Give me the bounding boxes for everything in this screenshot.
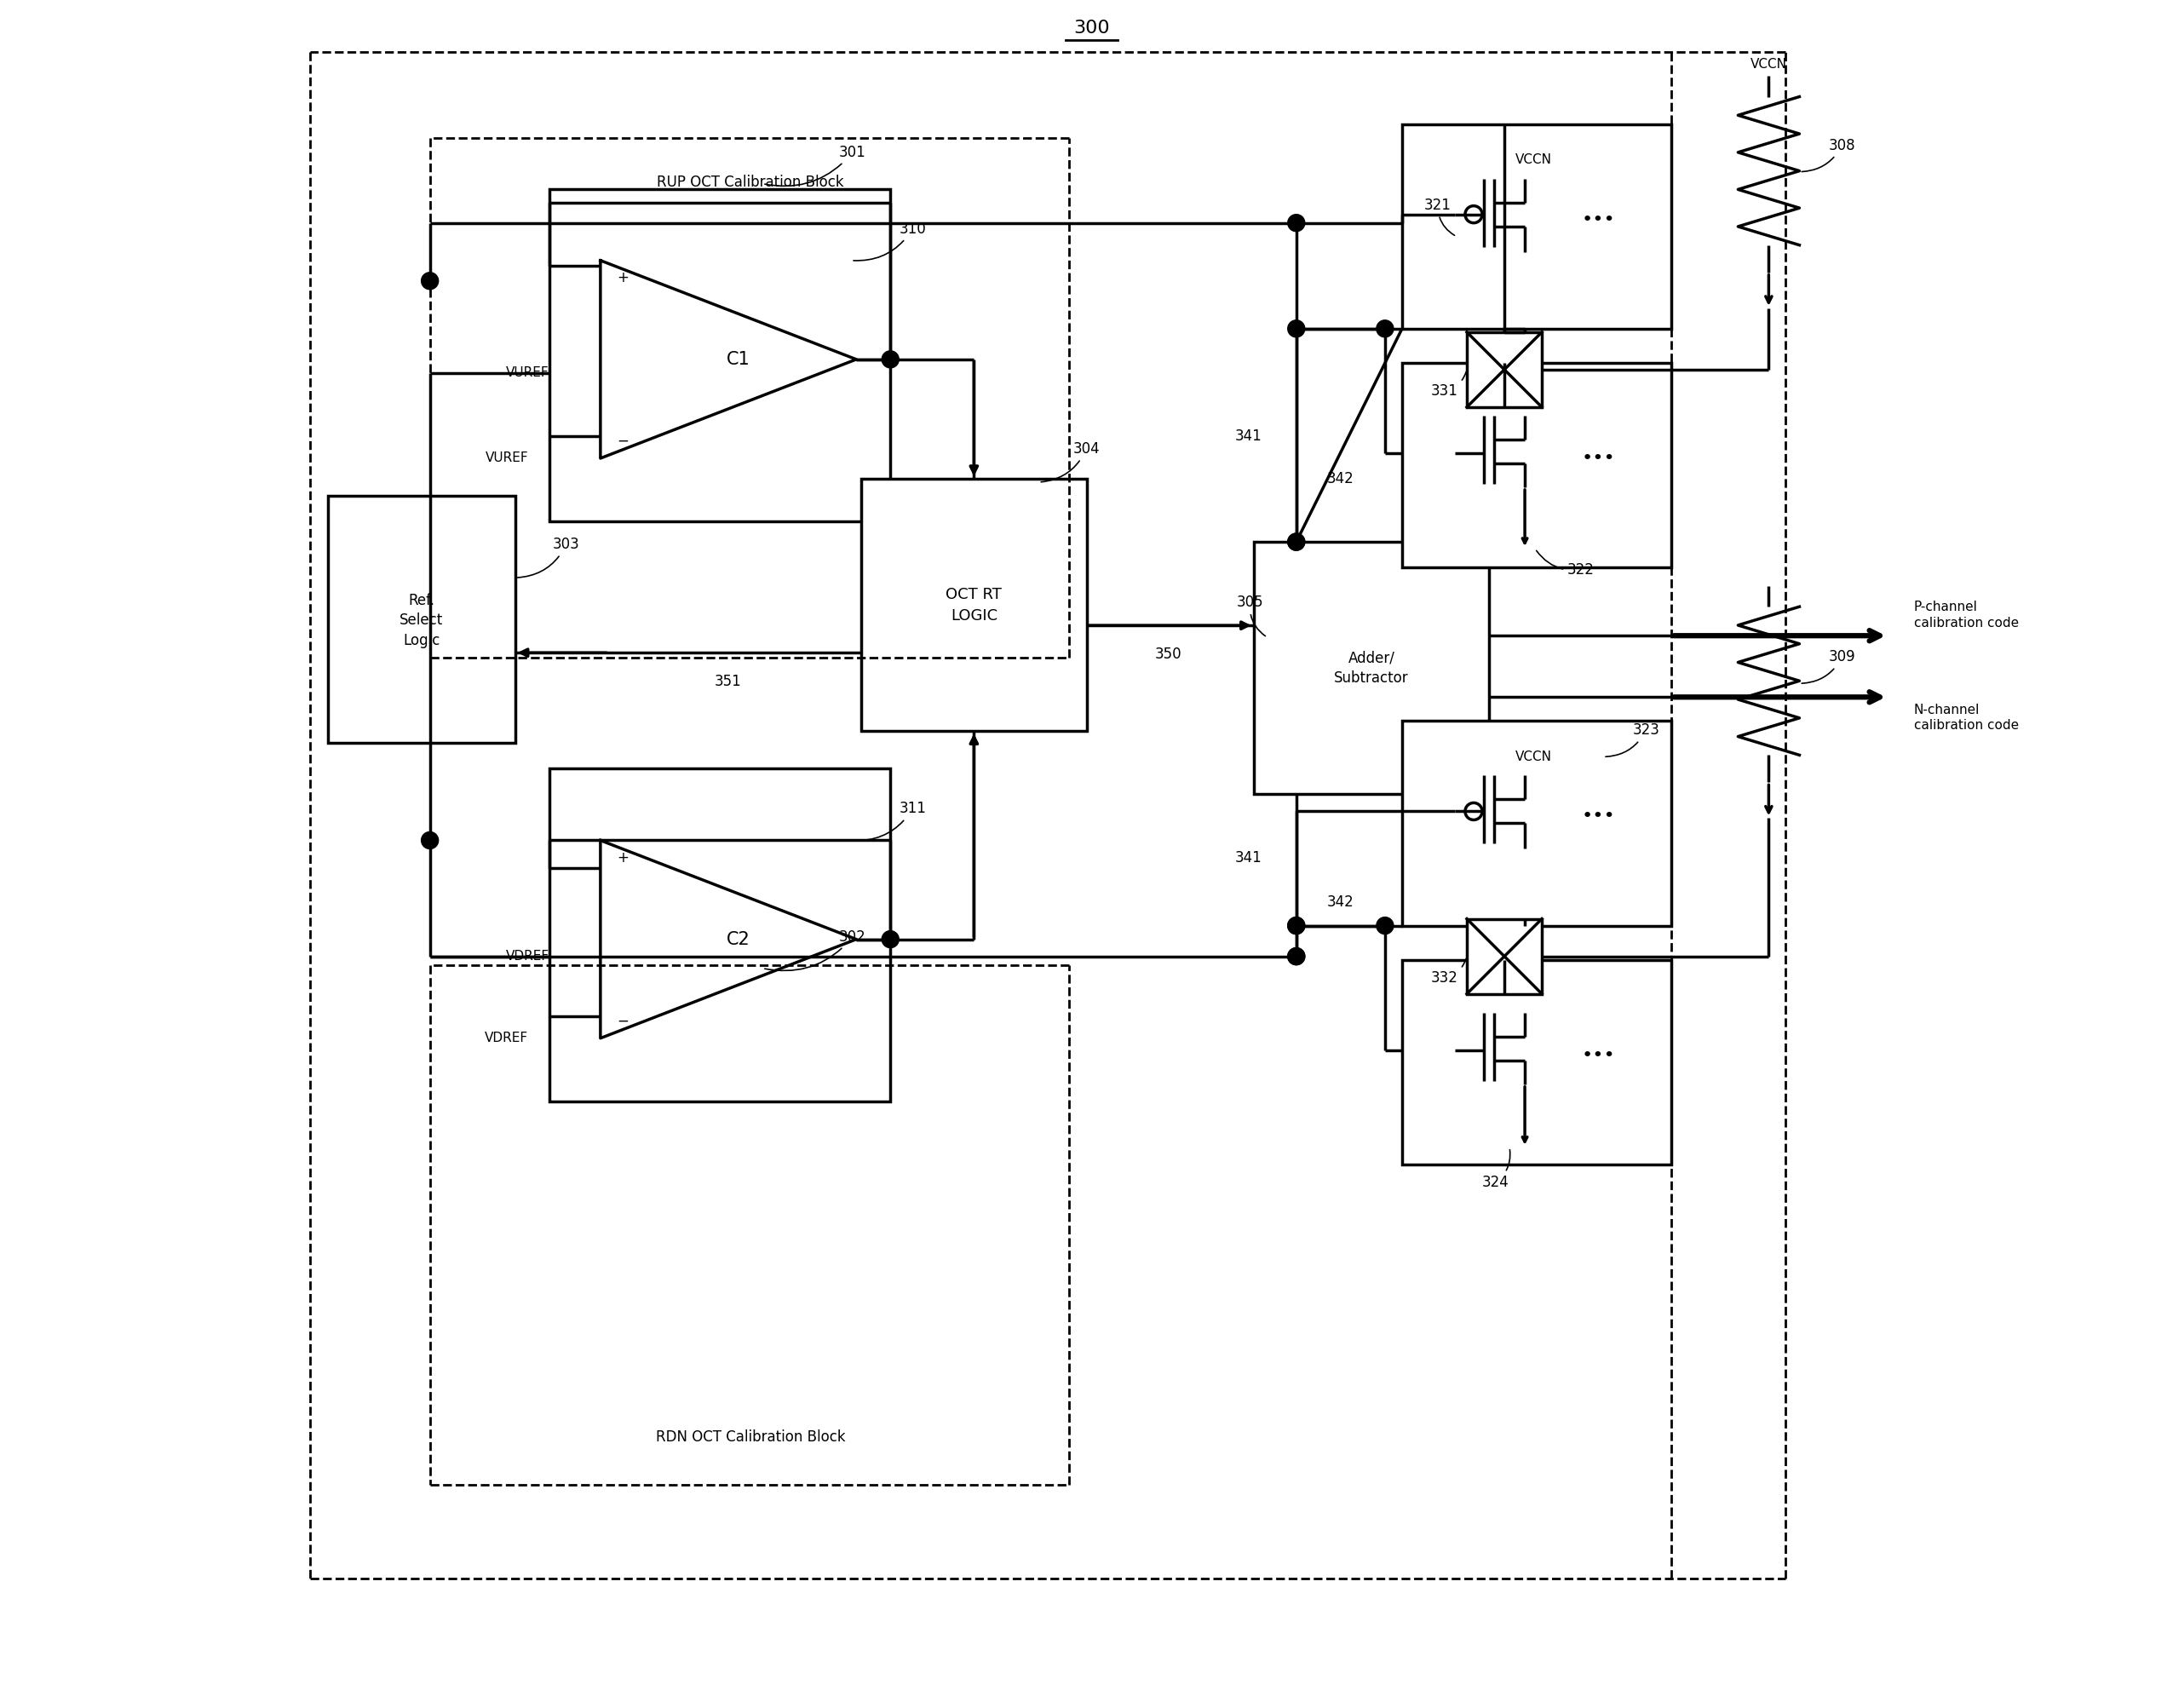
Bar xyxy=(550,769,891,1102)
Circle shape xyxy=(882,350,900,367)
Text: Adder/
Subtractor: Adder/ Subtractor xyxy=(1334,651,1408,687)
Circle shape xyxy=(1376,917,1393,934)
Text: 322: 322 xyxy=(1536,550,1595,577)
Text: 300: 300 xyxy=(1073,20,1110,38)
Bar xyxy=(328,495,515,743)
Text: 310: 310 xyxy=(854,222,926,261)
Circle shape xyxy=(1376,319,1393,336)
Circle shape xyxy=(1289,948,1304,965)
Circle shape xyxy=(422,272,439,289)
Text: 311: 311 xyxy=(854,801,926,840)
Text: 303: 303 xyxy=(517,536,580,577)
Text: Ref.
Select
Logic: Ref. Select Logic xyxy=(400,593,443,647)
Bar xyxy=(1254,541,1489,794)
Text: VCCN: VCCN xyxy=(1515,154,1552,166)
Text: P-channel
calibration code: P-channel calibration code xyxy=(1914,601,2019,630)
Text: VCCN: VCCN xyxy=(1515,750,1552,763)
Text: C1: C1 xyxy=(726,350,750,367)
Text: 324: 324 xyxy=(1482,1149,1510,1190)
Text: VUREF: VUREF xyxy=(506,367,550,379)
Circle shape xyxy=(1289,917,1304,934)
Text: 305: 305 xyxy=(1236,594,1265,635)
Text: 351: 351 xyxy=(715,675,741,690)
Bar xyxy=(1467,331,1543,407)
Text: 323: 323 xyxy=(1606,722,1660,757)
Text: −: − xyxy=(617,434,628,449)
Text: RUP OCT Calibration Block: RUP OCT Calibration Block xyxy=(656,174,843,190)
Text: 304: 304 xyxy=(1041,441,1100,482)
Bar xyxy=(1402,960,1671,1165)
Text: VDREF: VDREF xyxy=(506,950,550,963)
Text: 341: 341 xyxy=(1234,429,1263,444)
Circle shape xyxy=(1289,215,1304,232)
Text: 321: 321 xyxy=(1423,198,1454,236)
Bar xyxy=(1402,721,1671,926)
Text: VCCN: VCCN xyxy=(1751,58,1786,70)
Text: VUREF: VUREF xyxy=(485,453,528,465)
Text: RDN OCT Calibration Block: RDN OCT Calibration Block xyxy=(656,1430,845,1445)
Bar xyxy=(1402,125,1671,328)
Text: 341: 341 xyxy=(1234,851,1263,864)
Circle shape xyxy=(1289,533,1304,550)
Text: VDREF: VDREF xyxy=(485,1032,528,1045)
Circle shape xyxy=(422,832,439,849)
Bar xyxy=(550,190,891,521)
Bar xyxy=(1467,919,1543,994)
Text: 342: 342 xyxy=(1328,893,1354,909)
Circle shape xyxy=(1289,948,1304,965)
Text: •••: ••• xyxy=(1582,1047,1615,1064)
Text: 301: 301 xyxy=(765,145,867,186)
Text: N-channel
calibration code: N-channel calibration code xyxy=(1914,704,2019,731)
Text: −: − xyxy=(617,1013,628,1028)
Circle shape xyxy=(882,931,900,948)
Text: •••: ••• xyxy=(1582,808,1615,825)
Text: •••: ••• xyxy=(1582,449,1615,466)
Text: 308: 308 xyxy=(1801,138,1856,173)
Circle shape xyxy=(1289,917,1304,934)
Circle shape xyxy=(1289,319,1304,336)
Text: 302: 302 xyxy=(765,929,867,970)
Text: 342: 342 xyxy=(1328,471,1354,487)
Text: 332: 332 xyxy=(1432,958,1467,986)
Text: 331: 331 xyxy=(1432,372,1467,398)
Text: +: + xyxy=(617,270,628,285)
Text: OCT RT
LOGIC: OCT RT LOGIC xyxy=(945,586,1002,623)
Bar xyxy=(1402,362,1671,567)
Text: +: + xyxy=(617,851,628,864)
Text: 309: 309 xyxy=(1801,649,1856,683)
Text: •••: ••• xyxy=(1582,212,1615,229)
Bar xyxy=(861,478,1086,731)
Text: C2: C2 xyxy=(726,931,750,948)
Circle shape xyxy=(1289,533,1304,550)
Text: 350: 350 xyxy=(1154,647,1182,663)
